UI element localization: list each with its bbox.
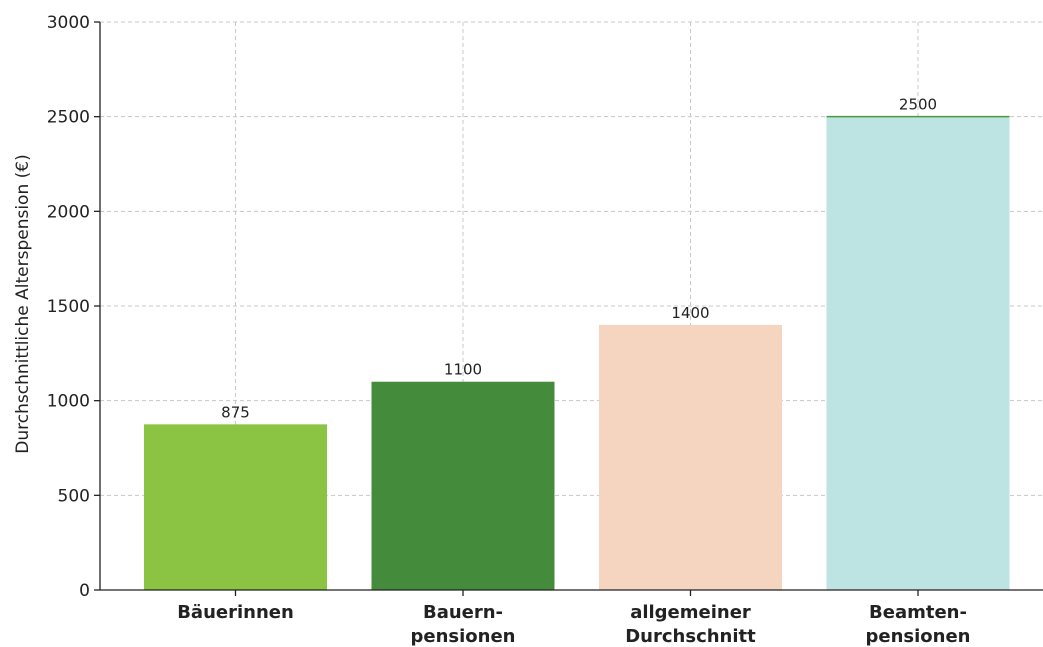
y-axis-title: Durchschnittliche Alterspension (€) (13, 154, 33, 453)
bar (599, 324, 782, 590)
y-tick-label: 1500 (47, 297, 90, 317)
y-tick-label: 1000 (47, 392, 90, 412)
x-tick-label-line: pensionen (866, 626, 971, 647)
y-tick-label: 0 (79, 581, 90, 601)
x-tick-label: allgemeiner Durchschnitt (625, 602, 756, 647)
x-tick-label: Beamten-pensionen (866, 602, 971, 647)
y-tick-label: 2000 (47, 202, 90, 222)
bar (144, 424, 327, 590)
x-tick-label-line: pensionen (411, 626, 516, 647)
x-tick-label: Bauern-pensionen (411, 602, 516, 647)
x-tick-label-line: Bauern- (423, 602, 503, 623)
y-tick-label: 3000 (47, 13, 90, 33)
x-tick-label: Bäuerinnen (177, 602, 294, 623)
bar-value-label: 1400 (671, 304, 709, 322)
bar-value-label: 875 (221, 403, 250, 421)
bar-value-label: 2500 (899, 96, 937, 114)
x-tick-label-line: Durchschnitt (625, 626, 756, 647)
labels: 0 500 1000 1500 2000 2500 3000 875 1100 1400 2500 B… (47, 13, 971, 647)
y-tick-label: 500 (58, 486, 90, 506)
y-tick-label: 2500 (47, 108, 90, 128)
x-tick-label-line: allgemeiner (630, 602, 751, 623)
bar-value-label: 1100 (444, 361, 482, 379)
x-tick-label-line: Beamten- (869, 602, 967, 623)
axes (94, 21, 1043, 596)
bar (371, 381, 555, 590)
x-tick-label-line: Bäuerinnen (177, 602, 294, 623)
bars (144, 115, 1010, 591)
bar (826, 116, 1010, 591)
